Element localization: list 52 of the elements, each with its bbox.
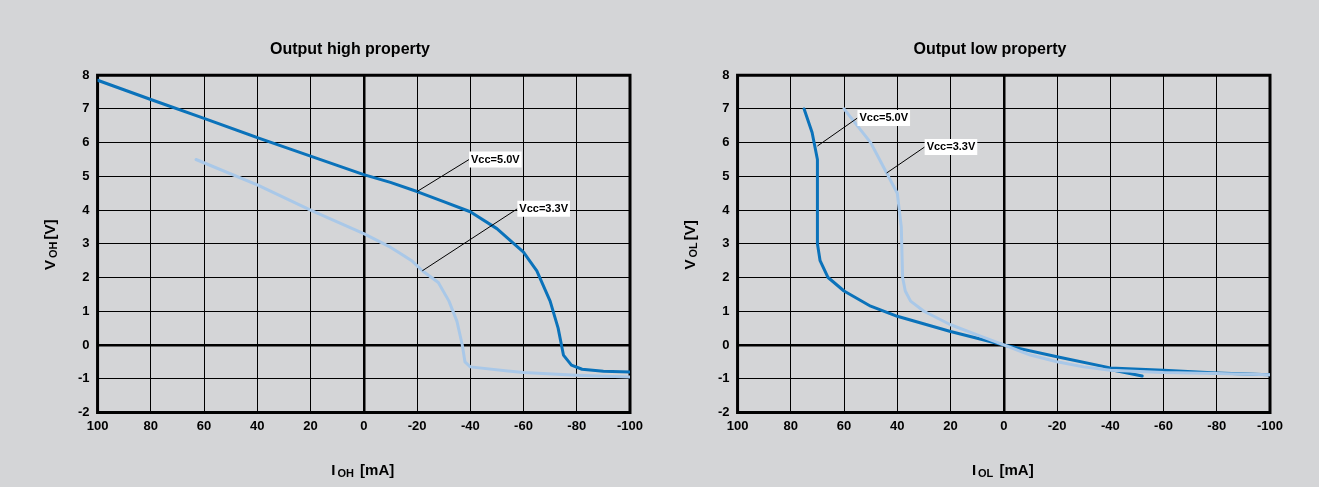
x-tick-label: 0 xyxy=(1000,417,1008,433)
x-tick-label: -80 xyxy=(567,417,587,433)
y-tick-label: 1 xyxy=(82,302,90,318)
y-tick-label: -2 xyxy=(718,403,730,419)
y-tick-label: -1 xyxy=(718,370,730,386)
y-tick-label: 1 xyxy=(722,302,730,318)
annotation: Vcc=3.3V xyxy=(926,140,976,153)
y-tick-label: 3 xyxy=(82,235,90,251)
y-tick-label: -2 xyxy=(78,403,90,419)
x-tick-label: 40 xyxy=(250,417,265,433)
annotation: Vcc=3.3V xyxy=(519,201,569,214)
x-tick-label: -60 xyxy=(514,417,533,433)
x-tick-label: 60 xyxy=(196,417,212,433)
x-tick-label: -60 xyxy=(1154,417,1173,433)
y-tick-label: 7 xyxy=(722,100,730,116)
y-tick-label: 7 xyxy=(82,100,90,116)
y-tick-label: 5 xyxy=(82,167,90,183)
x-tick-label: 40 xyxy=(890,417,905,433)
x-tick-label: 20 xyxy=(943,417,958,433)
y-tick-label: 5 xyxy=(722,167,730,183)
y-axis-title: VOH[V] xyxy=(40,219,59,271)
chart-title: Output low property xyxy=(913,40,1067,58)
y-tick-label: 0 xyxy=(82,336,90,352)
y-tick-label: 0 xyxy=(722,336,730,352)
chart-title: Output high property xyxy=(270,40,431,58)
x-tick-label: -80 xyxy=(1207,417,1227,433)
annotation: Vcc=5.0V xyxy=(471,152,521,165)
x-tick-label: 60 xyxy=(836,417,852,433)
y-tick-label: 2 xyxy=(722,269,730,285)
y-tick-label: 2 xyxy=(82,269,90,285)
y-tick-label: 3 xyxy=(722,235,730,251)
x-tick-label: -100 xyxy=(1256,417,1284,433)
y-tick-label: 8 xyxy=(722,66,730,82)
x-tick-label: 80 xyxy=(143,417,159,433)
y-tick-label: 6 xyxy=(722,134,730,150)
y-tick-label: 6 xyxy=(82,134,90,150)
x-tick-label: -40 xyxy=(1100,417,1120,433)
y-tick-label: 4 xyxy=(722,201,731,217)
y-axis-title: VOL[V] xyxy=(680,220,699,270)
x-tick-label: -40 xyxy=(460,417,480,433)
x-tick-label: -20 xyxy=(1047,417,1067,433)
annotation: Vcc=5.0V xyxy=(859,111,909,124)
y-tick-label: 8 xyxy=(82,66,90,82)
x-tick-label: -20 xyxy=(407,417,427,433)
x-tick-label: -100 xyxy=(616,417,644,433)
x-tick-label: 100 xyxy=(726,417,749,433)
x-tick-label: 0 xyxy=(360,417,368,433)
y-tick-label: -1 xyxy=(78,370,90,386)
y-tick-label: 4 xyxy=(82,201,91,217)
x-tick-label: 100 xyxy=(86,417,109,433)
x-tick-label: 20 xyxy=(303,417,318,433)
x-tick-label: 80 xyxy=(783,417,799,433)
